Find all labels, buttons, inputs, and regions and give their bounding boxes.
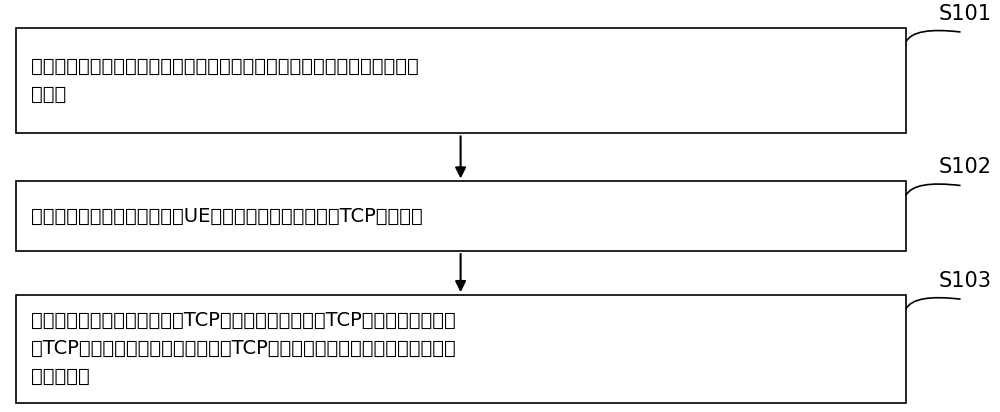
Bar (16, 28, 906, 133)
Text: S101: S101 (939, 4, 992, 24)
Text: S102: S102 (939, 157, 992, 177)
Text: 获取下行数据对应的用户设备UE最新发送的传输控制协议TCP应答报文: 获取下行数据对应的用户设备UE最新发送的传输控制协议TCP应答报文 (31, 207, 423, 226)
Text: 对待发送的下行数据进行丢包检测，获取待发送的下行数据中缺失的数据包
的标识: 对待发送的下行数据进行丢包检测，获取待发送的下行数据中缺失的数据包 的标识 (31, 57, 419, 104)
Bar (16, 295, 906, 403)
Bar (16, 181, 906, 251)
Text: S103: S103 (939, 271, 992, 291)
Text: 根据缺失的数据包的标识以及TCP应答报文，组建新的TCP应答报文，并将新
的TCP应答报文发送至服务器；新的TCP应答报文用于指示服务器重新发送缺
失的数据包: 根据缺失的数据包的标识以及TCP应答报文，组建新的TCP应答报文，并将新 的TC… (31, 311, 456, 386)
